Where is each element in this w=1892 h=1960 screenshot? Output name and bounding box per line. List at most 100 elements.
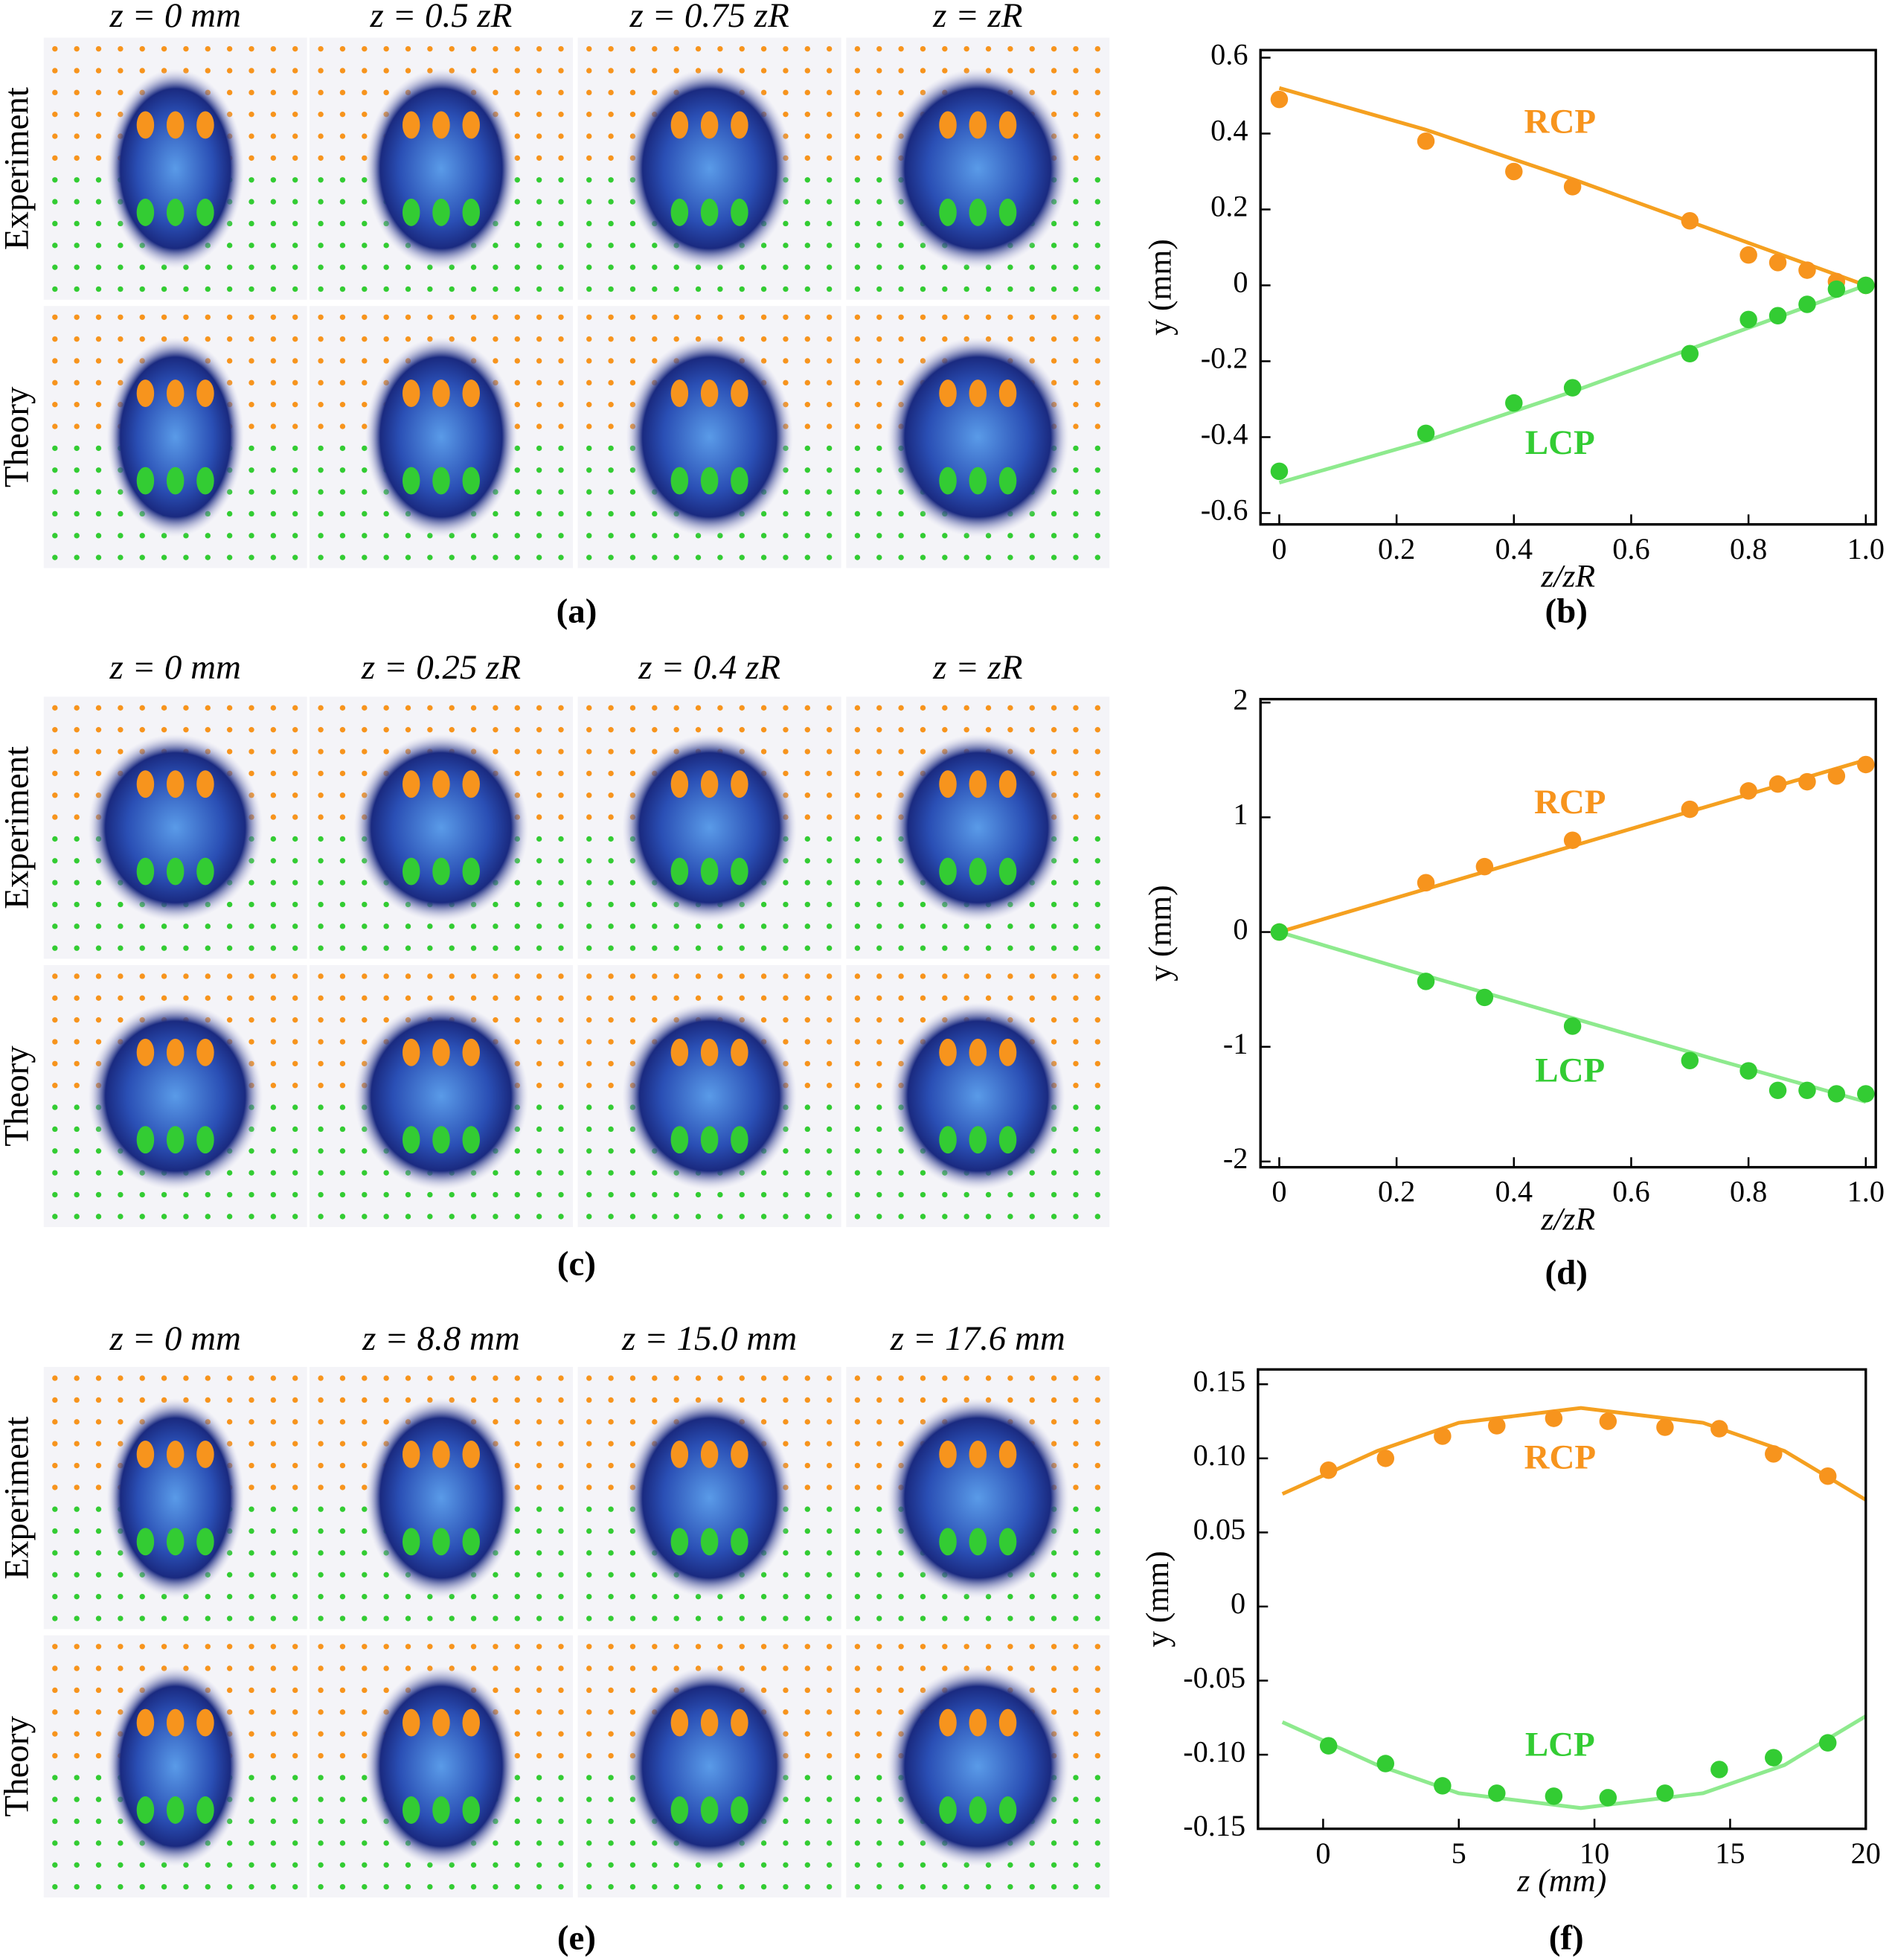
polarization-dot (1094, 314, 1100, 320)
polarization-dot (270, 1731, 277, 1737)
polarization-dot (52, 1644, 58, 1650)
spot (136, 1126, 155, 1154)
polarization-dot (608, 423, 614, 429)
polarization-dot (183, 945, 189, 951)
polarization-dot (586, 220, 592, 227)
polarization-dot (898, 68, 904, 74)
polarization-dot (1073, 1572, 1079, 1578)
polarization-dot (920, 973, 926, 979)
polarization-dot (339, 314, 346, 320)
polarization-dot (493, 554, 498, 560)
polarization-dot (95, 489, 102, 495)
polarization-dot (854, 1593, 861, 1600)
polarization-dot (1073, 45, 1079, 52)
polarization-dot (876, 467, 882, 473)
polarization-dot (920, 1191, 926, 1198)
x-tick-label: 0.2 (1378, 1175, 1415, 1208)
polarization-dot (52, 358, 58, 364)
polarization-dot (760, 1644, 767, 1650)
polarization-dot (629, 1419, 636, 1425)
spot (969, 111, 987, 139)
polarization-dot (783, 1148, 789, 1154)
polarization-dot (139, 945, 145, 951)
polarization-dot (95, 423, 102, 429)
polarization-dot (270, 1016, 277, 1023)
panel-label: (e) (557, 1918, 596, 1957)
polarization-dot (898, 533, 904, 539)
polarization-dot (52, 880, 58, 885)
polarization-dot (449, 45, 455, 52)
polarization-dot (493, 1191, 498, 1198)
polarization-dot (629, 1016, 636, 1023)
polarization-dot (205, 264, 211, 270)
polarization-dot (1094, 1104, 1100, 1110)
polarization-dot (362, 749, 368, 755)
column-title: z = zR (932, 648, 1022, 687)
intensity-blob (626, 68, 794, 269)
data-point (1545, 1409, 1563, 1427)
polarization-dot (95, 1572, 102, 1578)
polarization-dot (339, 814, 346, 820)
polarization-dot (608, 923, 614, 929)
image-cell (577, 696, 841, 959)
polarization-dot (270, 1818, 277, 1825)
polarization-dot (1073, 177, 1079, 183)
polarization-dot (248, 467, 254, 473)
polarization-dot (826, 1506, 833, 1512)
polarization-dot (493, 45, 498, 52)
polarization-dot (1029, 1644, 1035, 1650)
polarization-dot (118, 336, 124, 342)
polarization-dot (826, 1796, 833, 1802)
polarization-dot (1051, 1170, 1057, 1176)
polarization-dot (1094, 945, 1100, 951)
x-axis-label: z (mm) (1516, 1863, 1606, 1898)
polarization-dot (854, 945, 861, 951)
polarization-dot (695, 995, 702, 1002)
polarization-dot (629, 770, 636, 777)
polarization-dot (362, 945, 368, 951)
spot (196, 1440, 214, 1468)
x-tick-label: 0.6 (1612, 532, 1649, 566)
polarization-dot (629, 705, 636, 711)
polarization-dot (52, 133, 58, 139)
polarization-dot (1051, 705, 1057, 711)
polarization-dot (1073, 112, 1079, 118)
polarization-dot (920, 923, 926, 929)
intensity-blob (88, 734, 263, 922)
polarization-dot (362, 1191, 368, 1198)
polarization-dot (586, 264, 592, 270)
polarization-dot (493, 1170, 498, 1176)
data-point (1505, 162, 1523, 181)
polarization-dot (586, 510, 592, 517)
polarization-dot (292, 112, 298, 118)
polarization-dot (139, 1375, 145, 1381)
spot (196, 1796, 214, 1824)
polarization-dot (383, 336, 389, 342)
polarization-dot (826, 1687, 833, 1694)
polarization-dot (74, 243, 80, 249)
polarization-dot (673, 45, 679, 52)
polarization-dot (1051, 923, 1057, 929)
polarization-dot (248, 1862, 254, 1868)
polarization-dot (248, 995, 254, 1002)
polarization-dot (536, 1796, 542, 1802)
polarization-dot (586, 89, 592, 96)
polarization-dot (270, 1039, 277, 1045)
polarization-dot (383, 554, 389, 560)
polarization-dot (270, 133, 277, 139)
polarization-dot (826, 1818, 833, 1825)
polarization-dot (804, 1840, 810, 1846)
polarization-dot (608, 858, 614, 864)
polarization-dot (826, 336, 833, 342)
polarization-dot (826, 814, 833, 820)
polarization-dot (270, 1485, 277, 1490)
polarization-dot (292, 1572, 298, 1578)
polarization-dot (695, 314, 702, 320)
polarization-dot (739, 45, 745, 52)
polarization-dot (783, 945, 789, 951)
polarization-dot (95, 945, 102, 951)
polarization-dot (586, 358, 592, 364)
row-label: Theory (0, 1715, 36, 1816)
polarization-dot (673, 726, 679, 733)
polarization-dot (920, 1593, 926, 1600)
